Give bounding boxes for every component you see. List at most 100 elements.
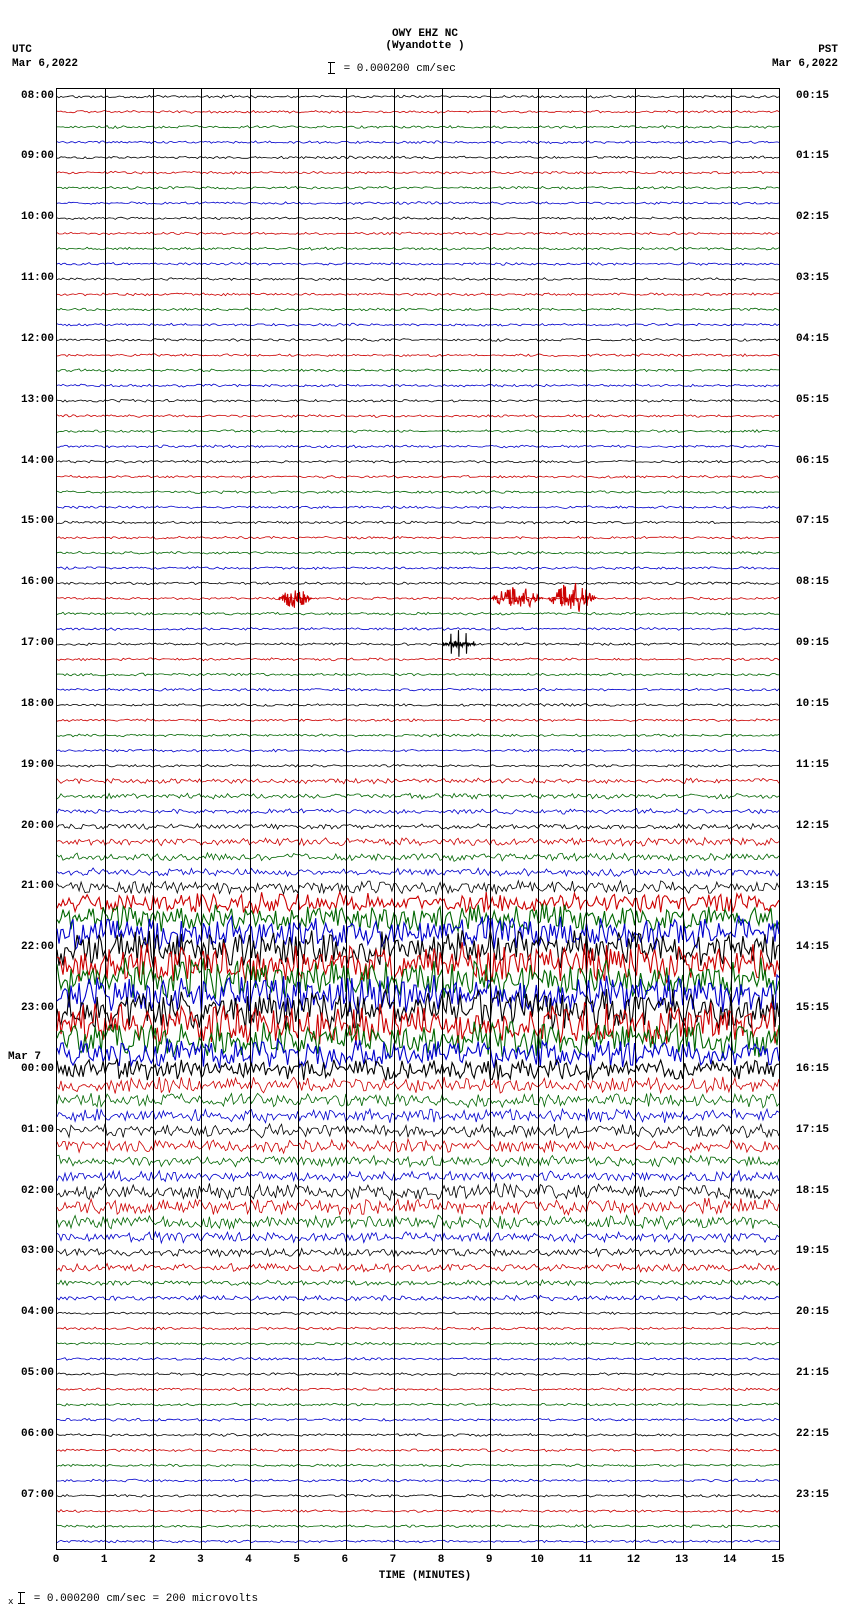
seismic-trace	[57, 1263, 779, 1272]
pst-time-label: 08:15	[796, 576, 838, 588]
seismic-event	[442, 630, 476, 657]
seismic-trace	[57, 734, 779, 737]
utc-time-label: 17:00	[12, 637, 54, 649]
left-timezone-label: UTC	[12, 44, 32, 56]
seismic-trace	[57, 1248, 779, 1257]
seismic-trace	[57, 1327, 779, 1330]
seismic-trace	[57, 1155, 779, 1167]
gridline-v	[490, 89, 491, 1549]
utc-time-label: 22:00	[12, 941, 54, 953]
utc-time-label: 08:00	[12, 90, 54, 102]
seismic-trace	[57, 186, 779, 189]
gridline-v	[105, 89, 106, 1549]
xtick-label: 6	[335, 1554, 355, 1566]
seismic-trace	[57, 536, 779, 539]
xtick-label: 8	[431, 1554, 451, 1566]
seismic-trace	[57, 1109, 779, 1123]
seismic-trace	[57, 430, 779, 433]
right-date-label: Mar 6,2022	[772, 58, 838, 70]
seismic-trace	[57, 415, 779, 418]
seismic-trace	[57, 1059, 779, 1081]
gridline-v	[153, 89, 154, 1549]
pst-time-label: 18:15	[796, 1185, 838, 1197]
utc-time-label: 15:00	[12, 515, 54, 527]
xtick-label: 9	[479, 1554, 499, 1566]
utc-time-label: 05:00	[12, 1367, 54, 1379]
seismic-trace	[57, 278, 779, 281]
seismic-trace	[57, 1232, 779, 1243]
seismic-trace	[57, 445, 779, 448]
utc-time-label: 23:00	[12, 1002, 54, 1014]
xaxis-label: TIME (MINUTES)	[0, 1570, 850, 1582]
seismic-trace	[57, 1198, 779, 1215]
utc-time-label: 00:00	[12, 1063, 54, 1075]
utc-time-label: 09:00	[12, 150, 54, 162]
xtick-label: 14	[720, 1554, 740, 1566]
seismic-trace	[57, 1494, 779, 1497]
seismic-trace	[57, 202, 779, 205]
seismic-trace	[57, 704, 779, 707]
pst-time-label: 10:15	[796, 698, 838, 710]
utc-time-label: 19:00	[12, 759, 54, 771]
seismic-trace	[57, 809, 779, 815]
utc-time-label: 12:00	[12, 333, 54, 345]
midnight-date-label: Mar 7	[8, 1051, 41, 1063]
seismic-trace	[57, 126, 779, 129]
scale-value: = 0.000200 cm/sec	[344, 63, 456, 75]
utc-time-label: 01:00	[12, 1124, 54, 1136]
utc-time-label: 07:00	[12, 1489, 54, 1501]
seismic-trace	[57, 824, 779, 830]
seismic-trace	[57, 597, 779, 600]
seismic-trace	[57, 1039, 779, 1069]
gridline-v	[394, 89, 395, 1549]
seismic-trace	[57, 491, 779, 494]
seismic-trace	[57, 793, 779, 799]
pst-time-label: 14:15	[796, 941, 838, 953]
utc-time-label: 03:00	[12, 1245, 54, 1257]
seismic-trace	[57, 141, 779, 144]
seismic-trace	[57, 838, 779, 846]
gridline-v	[201, 89, 202, 1549]
utc-time-label: 02:00	[12, 1185, 54, 1197]
seismic-trace	[57, 339, 779, 342]
seismic-trace	[57, 475, 779, 478]
seismic-trace	[57, 778, 779, 784]
seismic-trace	[57, 171, 779, 174]
utc-time-label: 11:00	[12, 272, 54, 284]
seismic-trace	[57, 1388, 779, 1391]
seismic-trace	[57, 643, 779, 646]
seismic-trace	[57, 1312, 779, 1315]
seismic-trace	[57, 217, 779, 220]
seismic-trace	[57, 293, 779, 296]
pst-time-label: 21:15	[796, 1367, 838, 1379]
seismic-trace	[57, 1449, 779, 1452]
seismic-trace	[57, 1183, 779, 1200]
pst-time-label: 11:15	[796, 759, 838, 771]
xtick-label: 13	[672, 1554, 692, 1566]
pst-time-label: 09:15	[796, 637, 838, 649]
xtick-label: 0	[46, 1554, 66, 1566]
seismic-event	[278, 590, 312, 607]
seismic-trace	[57, 658, 779, 661]
gridline-v	[635, 89, 636, 1549]
seismic-trace	[57, 1139, 779, 1153]
utc-time-label: 16:00	[12, 576, 54, 588]
seismic-trace	[57, 308, 779, 311]
seismogram-page: OWY EHZ NC (Wyandotte ) = 0.000200 cm/se…	[0, 0, 850, 1613]
left-date-label: Mar 6,2022	[12, 58, 78, 70]
seismic-trace	[57, 1124, 779, 1138]
pst-time-label: 19:15	[796, 1245, 838, 1257]
footer-text: = 0.000200 cm/sec = 200 microvolts	[34, 1593, 258, 1605]
seismic-trace	[57, 369, 779, 372]
seismic-trace	[57, 1093, 779, 1108]
xtick-label: 5	[287, 1554, 307, 1566]
pst-time-label: 00:15	[796, 90, 838, 102]
pst-time-label: 01:15	[796, 150, 838, 162]
seismic-trace	[57, 460, 779, 463]
pst-time-label: 15:15	[796, 1002, 838, 1014]
pst-time-label: 06:15	[796, 455, 838, 467]
seismic-trace	[57, 1077, 779, 1094]
seismic-trace	[57, 1280, 779, 1286]
gridline-v	[442, 89, 443, 1549]
seismic-trace	[57, 263, 779, 266]
